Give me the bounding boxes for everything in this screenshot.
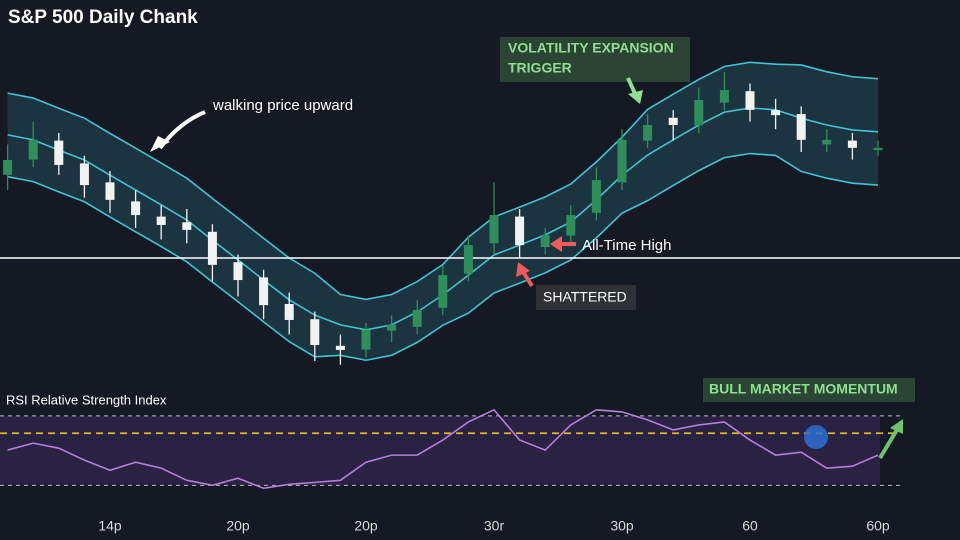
channel-upper [7,61,879,301]
annotation-box [500,37,690,82]
candle-body [591,180,601,213]
candle-body [438,275,448,308]
candle-body [489,215,499,244]
candle-body [463,245,473,274]
arrow-head [890,419,903,434]
candle-body [643,125,653,141]
chart-title: S&P 500 Daily Chank [8,7,198,28]
channel-fill [7,62,879,361]
rsi-title: RSI Relative Strength Index [6,392,167,407]
candle-body [335,345,345,350]
annotation: BULL MARKET MOMENTUM [709,381,898,397]
arrow-head [550,236,562,252]
candle-body [284,304,294,320]
candle-body [617,139,627,183]
x-tick-label: 30p [610,518,634,534]
plot-area: 14p 20p 20p 30r 30p 60 60p [0,61,960,534]
candle-body [847,140,857,148]
x-tick-label: 60p [866,518,890,534]
candle-body [873,147,883,151]
candle-body [771,110,781,116]
candle-body [566,215,576,236]
annotation: All-Time High [582,237,671,254]
x-tick-label: 14p [98,518,122,534]
arrow [878,426,900,460]
candle-body [719,90,729,103]
arrow-head [516,262,530,277]
x-tick-label: 30r [484,518,505,534]
candle-body [694,99,704,126]
x-tick-label: 20p [226,518,250,534]
candle-body [822,139,832,145]
candle-body [54,140,64,165]
candle-body [668,117,678,126]
candle-body [131,201,141,216]
candle-body [796,114,806,140]
candle-body [361,329,371,350]
candle-body [745,91,755,110]
arrow-head [628,90,643,104]
watermark-logo [804,425,828,449]
x-tick-label: 20p [354,518,378,534]
candle-body [207,231,217,265]
x-tick-label: 60 [742,518,758,534]
annotation-box [536,285,636,310]
annotation: SHATTERED [543,289,627,305]
candle-body [310,319,320,346]
candle-body [540,234,550,247]
rsi-line [7,408,879,490]
candle-body [28,139,38,160]
annotation-box [703,378,915,402]
candle-body [3,159,13,175]
candle-body [156,216,166,225]
candle-body [259,277,269,306]
arrow-head [150,136,170,152]
rsi-band [0,415,880,486]
candle-body [515,216,525,246]
candle-body [182,222,192,230]
candle-body [412,310,422,327]
candle-body [233,262,243,281]
candle-body [79,163,89,186]
annotation: VOLATILITY EXPANSION [508,40,674,56]
candle-body [105,182,115,200]
channel-lower [7,152,879,362]
annotation: walking price upward [212,97,353,114]
candle-body [387,324,397,331]
annotation: TRIGGER [508,60,572,76]
